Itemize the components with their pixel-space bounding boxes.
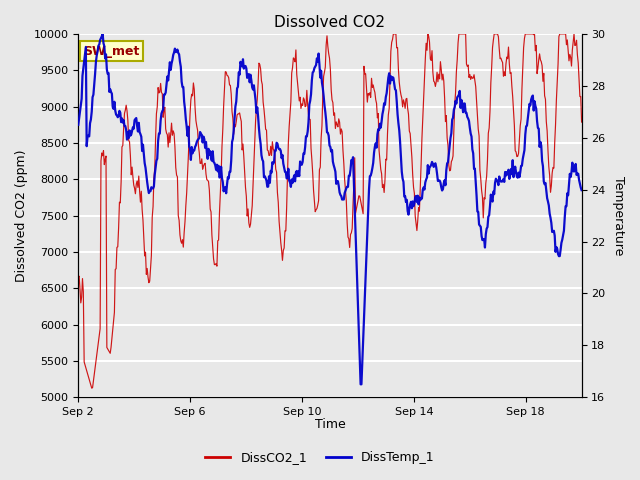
X-axis label: Time: Time — [314, 419, 346, 432]
Title: Dissolved CO2: Dissolved CO2 — [275, 15, 385, 30]
Y-axis label: Temperature: Temperature — [612, 176, 625, 255]
Text: SW_met: SW_met — [83, 45, 140, 58]
Y-axis label: Dissolved CO2 (ppm): Dissolved CO2 (ppm) — [15, 149, 28, 282]
Legend: DissCO2_1, DissTemp_1: DissCO2_1, DissTemp_1 — [200, 446, 440, 469]
